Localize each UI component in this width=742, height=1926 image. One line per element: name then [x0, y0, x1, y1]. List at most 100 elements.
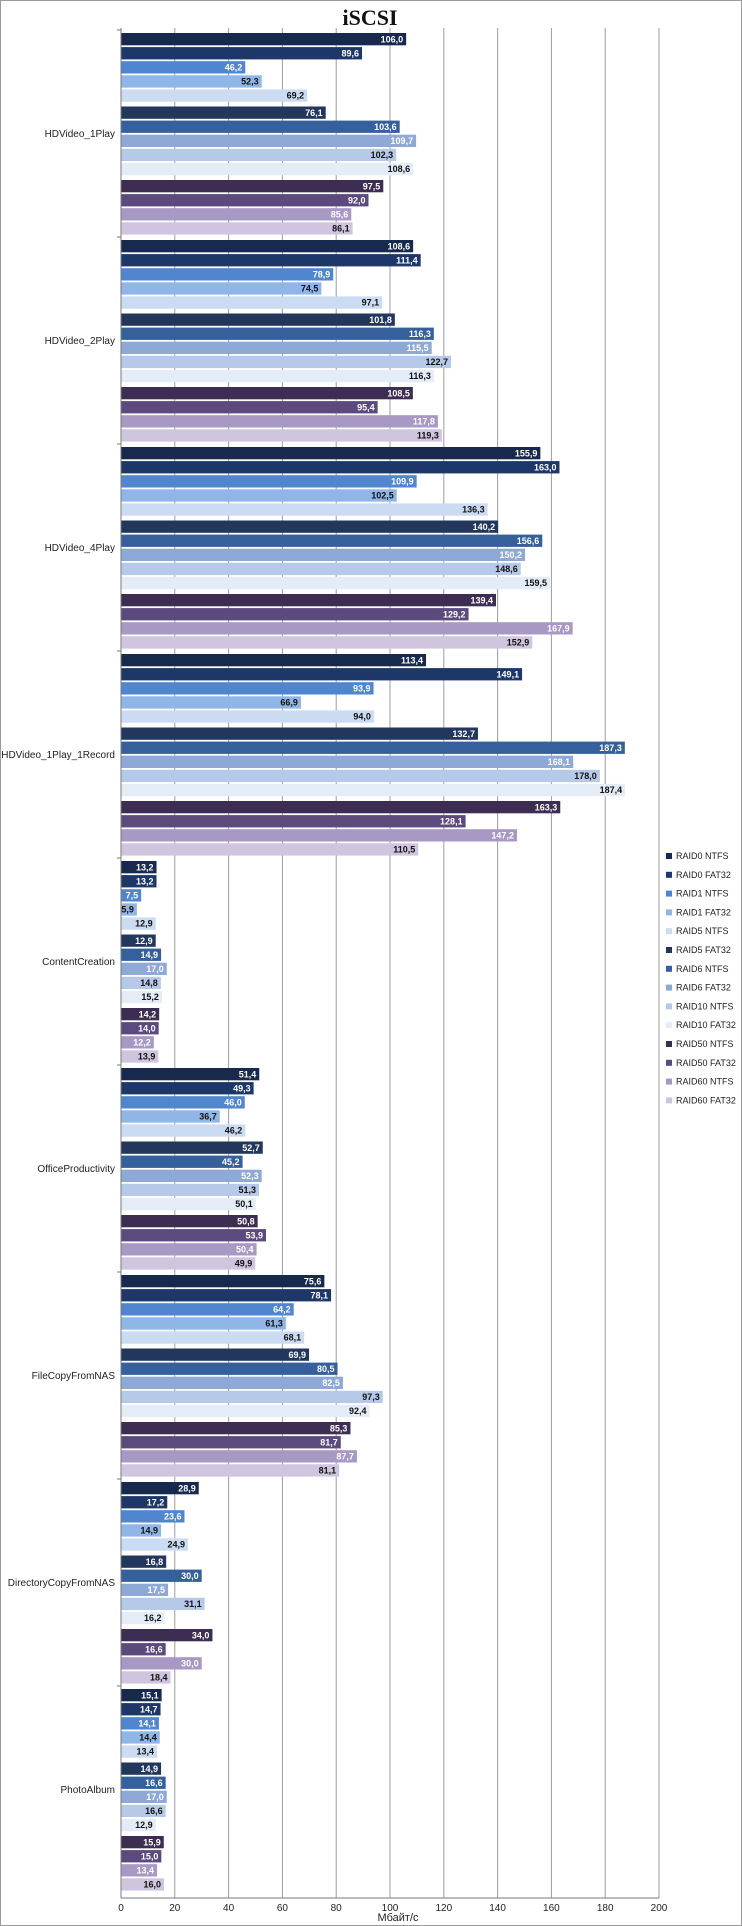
legend-label: RAID6 FAT32 [676, 983, 731, 993]
bar [121, 520, 499, 533]
bar-value-label: 14,0 [138, 1023, 156, 1033]
bar-value-label: 50,1 [235, 1199, 253, 1209]
bar [121, 1183, 259, 1197]
bar [121, 120, 400, 133]
category-label: HDVideo_1Play_1Record [1, 750, 115, 761]
bar [121, 296, 383, 309]
bar [121, 608, 469, 621]
bar [121, 1197, 256, 1211]
bar-value-label: 82,5 [322, 1378, 340, 1388]
bar-value-label: 156,6 [517, 536, 540, 546]
bar-value-label: 187,3 [599, 743, 622, 753]
legend-label: RAID1 FAT32 [676, 907, 731, 917]
bar [121, 710, 374, 723]
bar [121, 594, 496, 607]
bar-value-label: 108,6 [388, 241, 411, 251]
bar [121, 1657, 202, 1670]
legend-label: RAID50 FAT32 [676, 1058, 736, 1068]
bar-value-label: 17,0 [146, 964, 164, 974]
bar-value-label: 113,4 [401, 655, 423, 665]
bar [121, 727, 478, 740]
bar [121, 1569, 202, 1582]
bar-value-label: 18,4 [150, 1673, 168, 1683]
bar-value-label: 111,4 [396, 255, 418, 265]
bar [121, 327, 434, 340]
bar [121, 1257, 256, 1270]
bar [121, 1671, 171, 1684]
bar-value-label: 86,1 [332, 224, 350, 234]
bar [121, 1348, 310, 1361]
bar [121, 1169, 262, 1182]
bar [121, 61, 246, 74]
bar-value-label: 97,1 [362, 298, 380, 308]
bar [121, 180, 384, 193]
x-tick-label: 80 [331, 1903, 343, 1914]
bar [121, 1036, 154, 1049]
legend-swatch [666, 1059, 672, 1066]
bar-value-label: 116,3 [409, 371, 431, 381]
bar [121, 489, 397, 502]
bar [121, 1804, 166, 1818]
bar [121, 1524, 162, 1537]
bar [121, 1790, 167, 1803]
bar-value-label: 69,9 [288, 1350, 306, 1360]
bar-value-label: 132,7 [452, 729, 475, 739]
bar-value-label: 51,4 [239, 1069, 257, 1079]
x-tick-label: 160 [543, 1903, 560, 1914]
bar [121, 622, 573, 635]
bar-value-label: 12,2 [133, 1038, 151, 1048]
bar-value-label: 16,0 [144, 1880, 162, 1890]
legend-swatch [666, 965, 672, 972]
bar [121, 843, 419, 856]
bar-value-label: 52,3 [241, 77, 259, 87]
bar-value-label: 36,7 [199, 1112, 217, 1122]
legend: RAID0 NTFS RAID0 FAT32 RAID1 NTFS RAID1 FAT… [666, 851, 736, 1105]
category-label: HDVideo_1Play [45, 129, 115, 140]
bar [121, 1878, 165, 1891]
bar-value-label: 46,2 [225, 63, 243, 73]
bar-value-label: 53,9 [245, 1230, 263, 1240]
bar [121, 801, 561, 814]
x-tick-label: 0 [118, 1903, 124, 1914]
legend-swatch [666, 871, 672, 878]
bar [121, 1289, 332, 1302]
bar [121, 889, 142, 902]
bar [121, 815, 466, 828]
x-tick-label: 180 [597, 1903, 614, 1914]
bar [121, 1836, 164, 1849]
bar [121, 576, 551, 590]
bar [121, 682, 374, 695]
bar-value-label: 50,8 [237, 1216, 255, 1226]
bar [121, 282, 322, 295]
bar [121, 1390, 383, 1404]
bar-value-label: 149,1 [497, 669, 520, 679]
bar [121, 976, 161, 990]
bar-value-label: 14,9 [141, 1764, 159, 1774]
bar [121, 875, 157, 888]
bar-value-label: 163,0 [534, 462, 557, 472]
bar [121, 962, 167, 975]
bar [121, 1215, 258, 1228]
bar-value-label: 187,4 [600, 785, 623, 795]
bar [121, 47, 363, 60]
bar [121, 948, 162, 961]
bar-value-label: 7,5 [126, 891, 139, 901]
legend-swatch [666, 928, 672, 935]
bar-value-label: 108,5 [387, 388, 410, 398]
category-label: ContentCreation [42, 957, 115, 968]
bar [121, 1110, 220, 1123]
bar [121, 222, 353, 235]
bar-value-label: 163,3 [535, 802, 558, 812]
bar-value-label: 87,7 [336, 1452, 354, 1462]
bar-value-label: 14,1 [138, 1719, 156, 1729]
legend-swatch [666, 1078, 672, 1085]
bar [121, 696, 301, 709]
bar [121, 1082, 254, 1095]
bar-value-label: 68,1 [284, 1333, 302, 1343]
axes: HDVideo_1Play HDVideo_2Play HDVideo_4Play H… [1, 28, 668, 1914]
bar [121, 1643, 166, 1656]
bar-value-label: 148,6 [495, 564, 518, 574]
legend-label: RAID60 FAT32 [676, 1095, 736, 1105]
bar-value-label: 102,5 [371, 491, 394, 501]
